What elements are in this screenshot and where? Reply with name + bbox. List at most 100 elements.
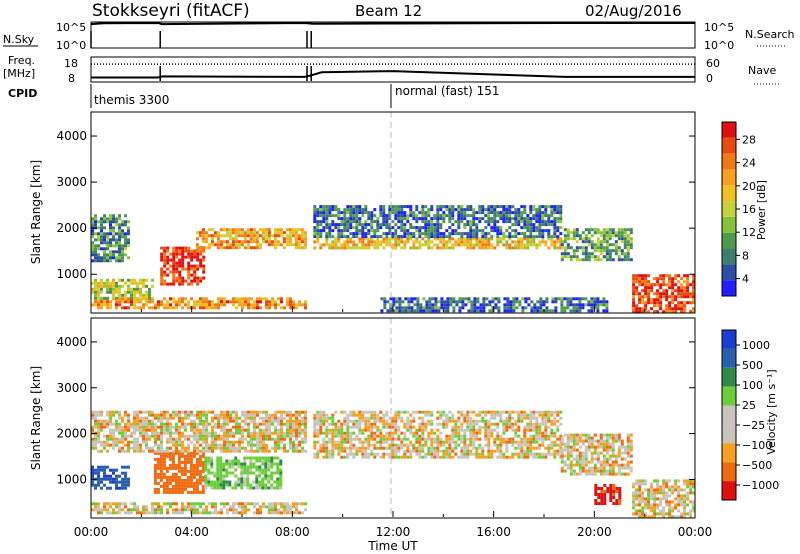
cell	[145, 410, 148, 414]
cell	[276, 240, 280, 244]
cell	[145, 422, 148, 426]
cell	[259, 306, 262, 310]
cell	[235, 502, 238, 506]
cell	[334, 226, 338, 230]
cell	[686, 292, 690, 296]
cell	[355, 243, 359, 247]
cell	[217, 300, 220, 304]
cell	[112, 480, 115, 484]
cell	[343, 220, 347, 224]
cell	[590, 460, 594, 464]
cell	[418, 211, 422, 215]
cell	[406, 422, 410, 426]
cell	[472, 246, 476, 250]
cell	[238, 505, 241, 509]
cell	[190, 413, 193, 417]
cell	[204, 486, 208, 490]
cell	[148, 446, 151, 450]
cell	[216, 486, 220, 490]
cell	[267, 231, 271, 235]
cell	[265, 413, 268, 417]
cell	[349, 208, 353, 212]
cell	[205, 410, 208, 414]
cell	[256, 300, 259, 304]
cell	[187, 502, 190, 506]
cell	[220, 502, 223, 506]
cell	[226, 419, 229, 423]
cell	[157, 511, 160, 515]
cell	[392, 297, 396, 301]
cell	[204, 477, 208, 481]
cell	[367, 246, 371, 250]
cell	[493, 428, 497, 432]
cell	[267, 240, 271, 244]
cell	[274, 419, 277, 423]
cell	[136, 443, 139, 447]
cell	[407, 306, 411, 310]
cell	[261, 228, 265, 232]
cell	[481, 217, 485, 221]
cell	[433, 214, 437, 218]
region-3	[204, 456, 283, 490]
cell	[127, 440, 130, 444]
cell	[184, 249, 188, 253]
cell	[544, 243, 548, 247]
cell	[277, 419, 280, 423]
cell	[689, 310, 693, 314]
cell	[514, 220, 518, 224]
cell	[214, 446, 217, 450]
cell	[412, 226, 416, 230]
cell	[520, 211, 524, 215]
cell	[497, 297, 501, 301]
cell	[463, 217, 467, 221]
cell	[127, 446, 130, 450]
cell	[256, 303, 259, 307]
cell	[656, 310, 660, 314]
cell	[430, 229, 434, 233]
cell	[172, 264, 176, 268]
power-heatmap	[91, 205, 696, 314]
cell	[415, 237, 419, 241]
cell	[620, 249, 624, 253]
cell	[587, 255, 591, 259]
cell	[289, 422, 292, 426]
cell	[223, 419, 226, 423]
cell	[517, 220, 521, 224]
cell	[524, 300, 528, 304]
cell	[337, 431, 341, 435]
cell	[184, 267, 188, 271]
cell	[553, 235, 557, 239]
cell	[460, 217, 464, 221]
cell	[602, 303, 606, 307]
cell	[523, 246, 527, 250]
cell	[124, 477, 127, 481]
cell	[508, 205, 512, 209]
cell	[214, 437, 217, 441]
cell	[243, 471, 247, 475]
cell	[340, 235, 344, 239]
cell	[425, 300, 429, 304]
cell	[136, 511, 139, 515]
cell	[599, 433, 603, 437]
cell	[259, 440, 262, 444]
cell	[319, 410, 323, 414]
cell	[523, 452, 527, 456]
cell	[91, 287, 94, 291]
cell	[472, 410, 476, 414]
cell	[575, 303, 579, 307]
cell	[349, 425, 353, 429]
cell	[412, 410, 416, 414]
cell	[187, 264, 191, 268]
cell	[250, 446, 253, 450]
cell	[97, 437, 100, 441]
cell	[505, 416, 509, 420]
cell	[517, 232, 521, 236]
cell	[192, 466, 196, 470]
cell	[575, 436, 579, 440]
cell	[109, 281, 112, 285]
cell	[403, 452, 407, 456]
cell	[178, 261, 182, 265]
cell	[526, 220, 530, 224]
cell	[556, 452, 560, 456]
cell	[163, 255, 167, 259]
